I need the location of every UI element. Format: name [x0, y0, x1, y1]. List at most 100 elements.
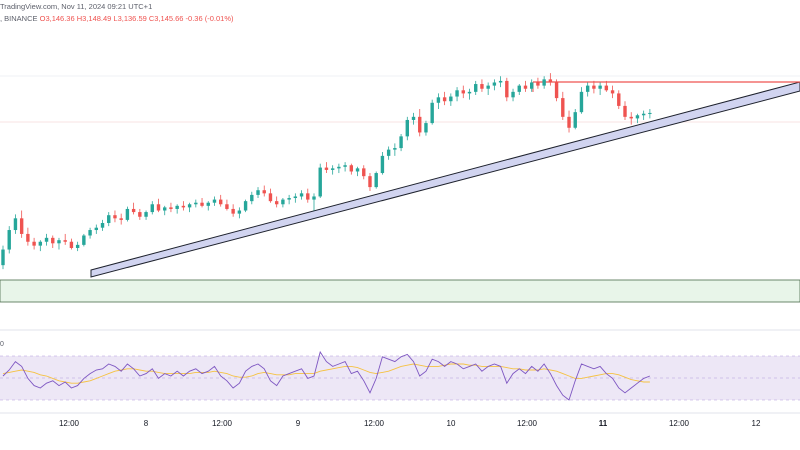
candle-body[interactable] [7, 230, 11, 250]
candle-body[interactable] [187, 204, 192, 208]
candle-body[interactable] [617, 93, 621, 106]
candle-body[interactable] [281, 199, 285, 205]
candle-body[interactable] [150, 204, 154, 213]
candle-body[interactable] [225, 204, 229, 209]
candle-body[interactable] [268, 193, 273, 202]
candle-body[interactable] [32, 241, 36, 246]
candle-body[interactable] [274, 201, 279, 205]
support-zone[interactable] [0, 279, 800, 303]
candle-body[interactable] [119, 218, 123, 220]
candle-body[interactable] [492, 82, 497, 86]
candle-body[interactable] [536, 82, 540, 86]
candle-body[interactable] [138, 212, 142, 217]
candle-body[interactable] [467, 91, 472, 94]
candle-body[interactable] [343, 165, 347, 167]
candle-body[interactable] [26, 233, 30, 242]
candle-body[interactable] [635, 115, 640, 119]
candle-body[interactable] [561, 98, 565, 117]
candle-body[interactable] [368, 176, 372, 188]
candle-body[interactable] [523, 85, 528, 89]
candle-body[interactable] [318, 167, 322, 197]
candle-body[interactable] [88, 230, 92, 236]
candle-body[interactable] [231, 208, 235, 214]
candle-body[interactable] [100, 223, 105, 228]
candle-body[interactable] [330, 168, 335, 170]
candle-body[interactable] [156, 204, 161, 211]
candle-body[interactable] [237, 210, 242, 214]
candle-body[interactable] [44, 237, 49, 242]
candle-body[interactable] [175, 205, 179, 209]
candle-body[interactable] [19, 218, 24, 234]
candle-body[interactable] [256, 190, 260, 195]
candle-body[interactable] [610, 90, 615, 94]
candle-body[interactable] [94, 227, 98, 231]
candle-body[interactable] [337, 166, 341, 169]
candle-body[interactable] [349, 165, 354, 172]
candle-body[interactable] [579, 91, 584, 113]
candle-body[interactable] [542, 79, 546, 86]
candle-body[interactable] [554, 82, 559, 99]
candle-body[interactable] [474, 84, 478, 92]
candle-body[interactable] [430, 102, 434, 124]
candle-body[interactable] [455, 90, 459, 97]
candle-body[interactable] [436, 97, 441, 103]
candle-body[interactable] [380, 155, 385, 174]
candle-body[interactable] [63, 240, 67, 242]
candle-body[interactable] [1, 249, 5, 266]
candle-body[interactable] [498, 80, 503, 83]
candle-body[interactable] [399, 136, 403, 149]
candle-body[interactable] [131, 208, 136, 213]
candle-body[interactable] [212, 199, 217, 203]
candle-body[interactable] [386, 149, 391, 156]
candle-body[interactable] [243, 201, 248, 211]
ascending-trendline[interactable] [90, 81, 800, 278]
candle-body[interactable] [604, 85, 609, 91]
candle-body[interactable] [169, 207, 173, 209]
candle-body[interactable] [411, 116, 416, 120]
candle-body[interactable] [57, 240, 61, 244]
candle-body[interactable] [13, 218, 18, 231]
candle-body[interactable] [194, 202, 198, 205]
candle-body[interactable] [405, 119, 409, 137]
candle-body[interactable] [250, 194, 254, 202]
candle-body[interactable] [219, 199, 223, 205]
time-axis[interactable]: 12:00 8 12:00 9 12:00 10 12:00 11 12:00 … [59, 419, 761, 428]
candle-body[interactable] [38, 241, 43, 246]
candle-body[interactable] [206, 202, 210, 206]
candle-body[interactable] [505, 80, 509, 98]
candle-body[interactable] [125, 208, 130, 220]
candle-body[interactable] [293, 196, 298, 199]
candle-body[interactable] [306, 193, 310, 200]
candle-body[interactable] [442, 97, 447, 102]
candle-body[interactable] [107, 215, 111, 224]
candle-body[interactable] [480, 84, 484, 89]
candle-body[interactable] [113, 215, 117, 219]
candle-body[interactable] [262, 190, 266, 194]
candle-body[interactable] [648, 112, 652, 114]
candle-body[interactable] [585, 85, 590, 92]
candle-body[interactable] [418, 116, 422, 133]
candle-body[interactable] [69, 241, 74, 248]
candle-body[interactable] [362, 168, 366, 177]
candle-body[interactable] [486, 85, 490, 89]
candle-body[interactable] [623, 105, 627, 117]
candle-body[interactable] [449, 96, 453, 102]
candle-body[interactable] [299, 193, 304, 197]
candle-body[interactable] [511, 91, 515, 98]
candle-body[interactable] [200, 202, 204, 206]
candle-body[interactable] [530, 82, 534, 89]
candle-body[interactable] [548, 79, 553, 83]
candle-body[interactable] [424, 123, 428, 133]
candle-body[interactable] [144, 212, 148, 217]
candle-body[interactable] [461, 90, 465, 94]
candle-body[interactable] [641, 113, 646, 116]
candle-body[interactable] [629, 116, 633, 119]
candle-body[interactable] [573, 112, 577, 128]
candle-body[interactable] [287, 198, 291, 200]
candle-body[interactable] [51, 237, 55, 244]
candle-body[interactable] [517, 85, 521, 92]
candle-body[interactable] [312, 196, 316, 200]
candle-body[interactable] [374, 173, 378, 188]
candle-body[interactable] [355, 168, 360, 172]
